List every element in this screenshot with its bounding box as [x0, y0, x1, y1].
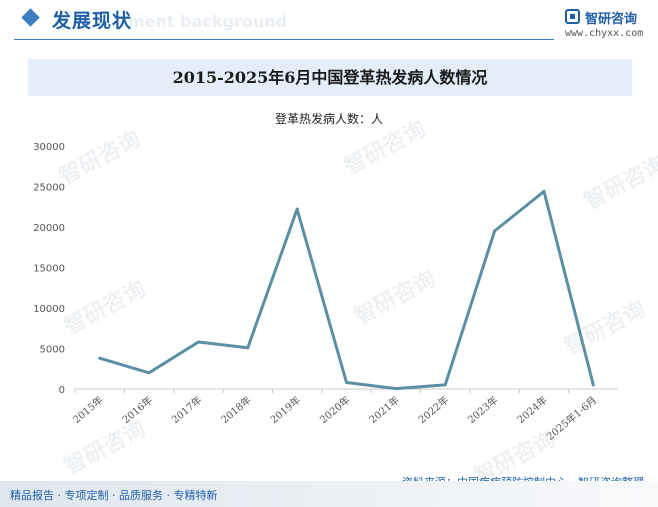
x-tick-label: 2020年	[317, 393, 353, 426]
logo-icon	[565, 9, 580, 24]
data-point	[295, 207, 299, 211]
y-tick-label: 0	[59, 385, 65, 396]
logo-name: 智研咨询	[585, 12, 638, 27]
x-tick-label: 2024年	[514, 393, 550, 426]
chart-title-band: 2015-2025年6月中国登革热发病人数情况	[28, 59, 632, 96]
x-tick-label: 2017年	[169, 393, 205, 426]
series-line	[99, 189, 595, 391]
data-point	[345, 381, 348, 385]
series-label: 登革热发病人数：人	[274, 112, 383, 126]
data-point	[147, 371, 151, 375]
y-tick-label: 30000	[33, 142, 65, 153]
logo-url: www.chyxx.com	[565, 28, 644, 39]
section-title: 发展现状	[52, 10, 133, 32]
x-tick-label: 2016年	[119, 393, 155, 426]
chart-title: 2015-2025年6月中国登革热发病人数情况	[172, 68, 488, 87]
y-tick-label: 5000	[40, 345, 65, 356]
line-chart: 0 5000 10000 15000 20000 25000 30000 2015年 2016…	[33, 142, 618, 443]
data-point	[246, 346, 250, 350]
section-watermark: ment background	[128, 12, 288, 31]
y-tick-label: 10000	[33, 304, 65, 315]
footer-bar	[0, 481, 658, 507]
x-tick-label: 2025年1-6月	[544, 393, 600, 443]
y-tick-label: 25000	[33, 183, 65, 194]
header-divider	[14, 39, 554, 40]
data-point	[443, 383, 447, 387]
data-point	[98, 356, 102, 360]
brand-logo: 智研咨询 www.chyxx.com	[565, 8, 657, 44]
x-tick-label: 2018年	[218, 393, 254, 426]
y-tick-label: 20000	[33, 223, 65, 234]
data-point	[493, 229, 497, 233]
data-point	[196, 340, 200, 344]
x-tick-label: 2019年	[268, 393, 304, 426]
data-point	[591, 383, 595, 387]
header: ment background 发展现状 智研咨询 www.chyxx.com	[0, 0, 658, 44]
x-tick-label: 2021年	[366, 393, 402, 426]
footer: 精品报告 · 专项定制 · 品质服务 · 专精特新	[0, 481, 658, 507]
x-tick-label: 2022年	[416, 393, 452, 426]
y-axis-ticks: 0 5000 10000 15000 20000 25000 30000	[33, 142, 65, 396]
y-tick-label: 15000	[33, 264, 65, 275]
diamond-icon	[21, 8, 40, 27]
data-point	[542, 189, 546, 193]
x-axis-ticks: 2015年 2016年 2017年 2018年 2019年 2020年 2021年 2022年…	[70, 389, 599, 443]
footer-text: 精品报告 · 专项定制 · 品质服务 · 专精特新	[10, 489, 218, 502]
data-point	[394, 387, 398, 391]
x-tick-label: 2023年	[465, 393, 501, 426]
x-tick-label: 2015年	[70, 393, 106, 426]
